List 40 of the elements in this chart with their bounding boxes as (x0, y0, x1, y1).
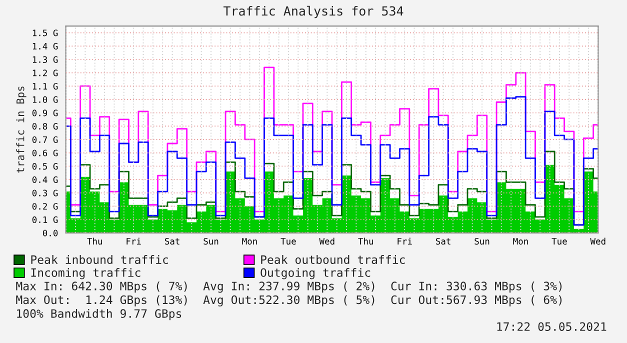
x-tick-label: Wed (319, 238, 334, 245)
y-tick-label: 0.2 G (32, 203, 58, 210)
legend-label: Incoming traffic (31, 268, 140, 280)
y-tick-label: 1.3 G (32, 56, 58, 63)
x-tick-label: Sun (474, 238, 490, 245)
y-tick-label: 0.7 G (32, 136, 58, 143)
legend-label: Outgoing traffic (260, 268, 370, 280)
y-tick-label: 1.1 G (32, 82, 58, 90)
y-tick-label: 0.0 (42, 230, 58, 236)
x-tick-label: Tue (552, 238, 567, 245)
text: Max In: 642.30 MBps ( 7%) Avg In: 237.99 MBps ( 2%) Cur In: 330.63 MBps ( 3%) (16, 281, 562, 293)
legend-label: Peak outbound traffic (261, 255, 405, 264)
y-tick-label: 0.6 G (32, 150, 58, 156)
x-tick-label: Sun (204, 238, 218, 245)
y-tick-label: 1.2 G (32, 70, 58, 76)
text: 17:22 05.05.2021 (497, 322, 606, 331)
y-tick-label: 0.5 G (32, 163, 58, 170)
x-tick-label: Wed (590, 238, 606, 245)
x-tick-label: Thu (358, 238, 373, 245)
text: 100% Bandwidth 9.77 GBps (17, 308, 182, 320)
x-tick-label: Mon (513, 238, 528, 245)
y-tick-label: 1.5 G (32, 30, 58, 36)
y-tick-label: 0.9 G (32, 110, 58, 116)
x-tick-label: Sat (164, 238, 180, 245)
x-tick-label: Fri (398, 238, 412, 244)
chart-title: Traffic Analysis for 534 (223, 6, 404, 18)
y-tick-label: 0.3 G (32, 190, 58, 196)
text: Max Out: 1.24 GBps (13%) Avg Out:522.30 MBps ( 5%) Cur Out:567.93 MBps ( 6%) (16, 295, 562, 306)
x-tick-label: Mon (242, 238, 257, 245)
y-tick-label: 1.4 G (32, 42, 58, 50)
y-tick-label: 0.1 G (32, 216, 58, 224)
y-axis-title: traffic in Bps (16, 86, 26, 173)
x-tick-label: Sat (436, 238, 450, 245)
x-tick-label: Fri (126, 238, 141, 244)
legend-label: Peak inbound traffic (31, 255, 168, 264)
y-tick-label: 0.4 G (32, 176, 58, 183)
y-tick-label: 0.8 G (32, 123, 58, 130)
x-tick-label: Tue (280, 238, 296, 245)
y-tick-label: 1.0 G (32, 96, 58, 103)
x-tick-label: Thu (87, 238, 102, 245)
